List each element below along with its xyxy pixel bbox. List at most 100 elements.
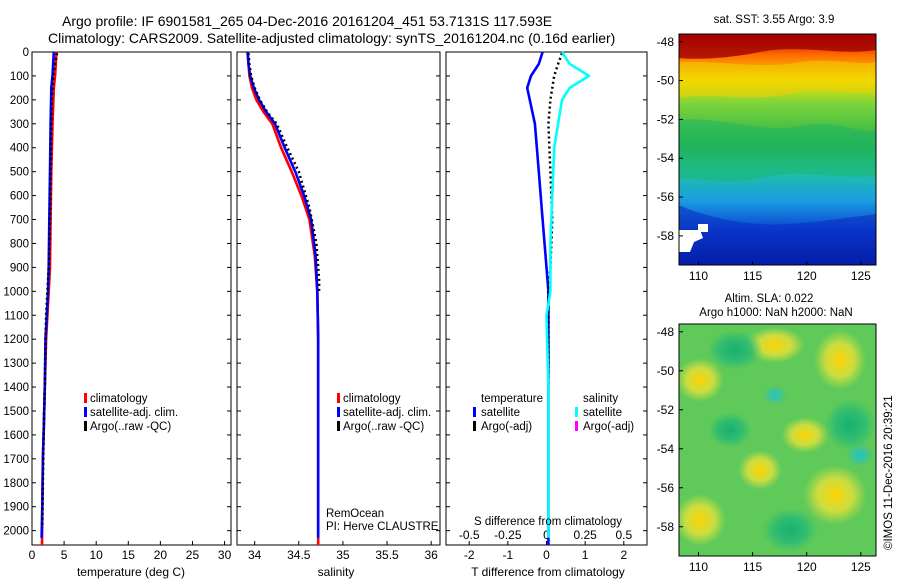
legend-marker-climatology — [84, 393, 87, 403]
sla-blob — [803, 465, 867, 525]
sla-map-subtitle: Argo h1000: NaN h2000: NaN — [699, 307, 852, 319]
x-tick-label: 15 — [122, 548, 136, 562]
map-x-tick-label: 110 — [689, 269, 708, 283]
legend-label-argo: Argo(..raw -QC) — [90, 421, 171, 433]
legend-title-salinity: salinity — [583, 393, 618, 405]
legend-label-temp-satellite: satellite — [481, 407, 520, 419]
legend-label-sal-satellite: satellite — [583, 407, 622, 419]
series-argo-line — [247, 53, 321, 292]
map-y-tick-label: -54 — [657, 442, 675, 456]
temperature-axes-frame — [31, 51, 232, 546]
y-tick-label: 1100 — [4, 310, 29, 322]
temperature-xlabel: temperature (deg C) — [77, 565, 185, 579]
difference-panel: -2 -1 0 1 2 -0.5 -0.25 0 0.25 0.5 temperature sal… — [445, 51, 648, 579]
y-tick-label: 800 — [10, 238, 29, 250]
x-tick-label: 10 — [90, 548, 104, 562]
legend-marker-satellite — [84, 407, 87, 417]
map-y-tick-label: -58 — [657, 229, 675, 243]
legend-marker-temp-satellite — [473, 407, 476, 417]
sst-map-frame — [678, 33, 877, 266]
difference-series — [525, 51, 591, 545]
sla-map-panel: Altim. SLA: 0.022 Argo h1000: NaN h2000:… — [657, 293, 877, 574]
series-satellite-line — [246, 51, 320, 538]
sla-blob — [707, 330, 763, 370]
y-tick-label: 100 — [10, 71, 29, 83]
sla-map-title: Altim. SLA: 0.022 — [725, 293, 814, 305]
top-tick-label: 0 — [543, 528, 550, 542]
sst-green-band — [679, 119, 876, 182]
x-tick-label: 30 — [218, 548, 232, 562]
top-tick-label: -0.25 — [494, 528, 522, 542]
x-tick-label: 34.5 — [287, 548, 311, 562]
y-tick-label: 1900 — [3, 502, 29, 514]
map-x-tick-label: 125 — [851, 560, 871, 574]
map-y-tick-label: -56 — [657, 481, 675, 495]
y-tick-label: 1600 — [3, 430, 29, 442]
x-tick-label: 25 — [186, 548, 200, 562]
temperature-legend: climatology satellite-adj. clim. Argo(..… — [84, 393, 178, 433]
series-climatology-line — [246, 51, 320, 545]
y-tick-label: 400 — [10, 143, 29, 155]
y-tick-label: 300 — [10, 119, 29, 131]
salinity-axes-frame — [236, 51, 441, 546]
sla-map-axes: 110 115 120 125 -48 -50 -52 -54 -56 -58 — [657, 325, 872, 574]
pi-annotation: PI: Herve CLAUSTRE — [326, 521, 439, 533]
y-tick-label: 200 — [10, 95, 29, 107]
legend-marker-satellite — [337, 407, 340, 417]
legend-label-climatology: climatology — [90, 393, 148, 405]
y-tick-label: 1300 — [3, 358, 29, 370]
sst-map-axes: 110 115 120 125 -48 -50 -52 -54 -56 -58 — [657, 35, 872, 283]
temperature-series — [40, 51, 59, 546]
x-tick-label: 0 — [543, 548, 550, 562]
map-x-tick-label: 125 — [851, 269, 871, 283]
sla-blob — [763, 385, 787, 405]
difference-legend: temperature salinity satellite Argo(-adj… — [473, 393, 634, 433]
y-tick-label: 1800 — [3, 478, 29, 490]
sst-field — [679, 34, 876, 265]
map-y-tick-label: -50 — [657, 74, 675, 88]
map-y-tick-label: -48 — [657, 325, 675, 339]
series-satellite-line — [525, 51, 550, 545]
sst-warm-band — [679, 34, 876, 59]
sla-blob — [846, 443, 874, 467]
legend-marker-temp-argo — [473, 421, 476, 431]
map-y-tick-label: -52 — [657, 112, 675, 126]
legend-title-temperature: temperature — [481, 393, 543, 405]
difference-axes-frame — [445, 51, 648, 546]
temperature-axes: 0 5 10 15 20 25 300100200300400500600700800900… — [3, 47, 231, 562]
legend-label-climatology: climatology — [343, 393, 401, 405]
sla-blob — [781, 417, 829, 453]
top-tick-label: -0.5 — [459, 528, 480, 542]
x-tick-label: -2 — [464, 548, 475, 562]
map-y-tick-label: -58 — [657, 520, 675, 534]
header-line-1: Argo profile: IF 6901581_265 04-Dec-2016… — [62, 13, 552, 29]
map-y-tick-label: -54 — [657, 151, 675, 165]
sst-map-title: sat. SST: 3.55 Argo: 3.9 — [714, 14, 835, 26]
y-tick-label: 500 — [10, 167, 29, 179]
legend-label-argo: Argo(..raw -QC) — [343, 421, 424, 433]
x-tick-label: 1 — [582, 548, 589, 562]
legend-marker-sal-satellite — [575, 407, 578, 417]
series-salinity_satellite-line — [545, 51, 591, 538]
x-tick-label: 5 — [61, 548, 68, 562]
sst-cold-band — [679, 205, 876, 265]
legend-label-temp-argo: Argo(-adj) — [481, 421, 532, 433]
x-tick-label: 20 — [154, 548, 168, 562]
sla-blob — [708, 412, 752, 448]
legend-label-sal-argo: Argo(-adj) — [583, 421, 634, 433]
legend-marker-argo — [337, 421, 340, 431]
sst-map-panel: sat. SST: 3.55 Argo: 3.9 110 115 120 125 -48… — [657, 14, 877, 283]
sla-blob — [738, 450, 782, 490]
x-tick-label: 36 — [424, 548, 438, 562]
y-tick-label: 1200 — [3, 334, 29, 346]
salinity-xlabel: salinity — [318, 565, 355, 579]
y-tick-label: 0 — [23, 47, 29, 59]
difference-top-xlabel: S difference from climatology — [474, 516, 622, 528]
legend-marker-climatology — [337, 393, 340, 403]
x-tick-label: 2 — [620, 548, 627, 562]
x-tick-label: -1 — [503, 548, 514, 562]
y-tick-label: 1700 — [3, 454, 29, 466]
map-x-tick-label: 110 — [689, 560, 708, 574]
series-climatology-line — [40, 51, 58, 546]
